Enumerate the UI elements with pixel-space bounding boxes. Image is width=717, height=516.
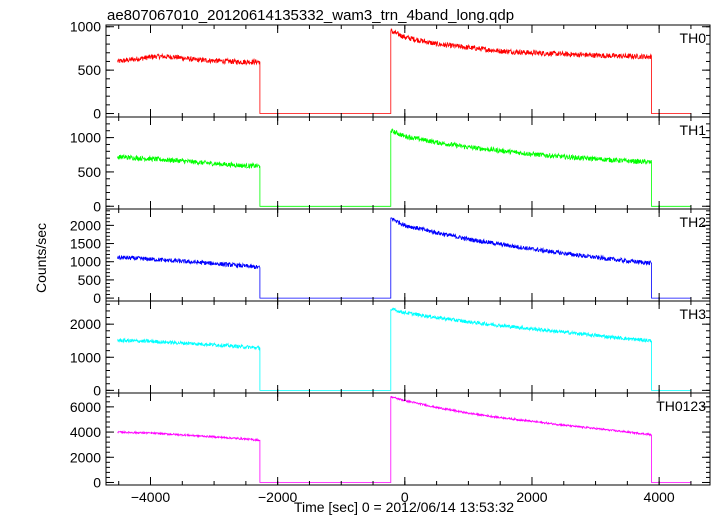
panel-label: TH1 <box>680 122 707 138</box>
panels: 0 500 1000 TH0 0 500 1000 TH1 0 500 1000 1500 2000 TH… <box>70 19 711 490</box>
y-axis-label: Counts/sec <box>33 223 49 293</box>
panel-label: TH0 <box>680 30 707 46</box>
x-tick-labels: −4000 −2000 0 2000 4000 <box>131 489 675 505</box>
panel-th1: 0 500 1000 TH1 <box>70 116 711 214</box>
panel-th0: 0 500 1000 TH0 <box>70 19 711 122</box>
x-tick-label: −4000 <box>131 489 171 505</box>
y-tick-label: 0 <box>93 382 101 398</box>
x-tick-label: 0 <box>401 489 409 505</box>
panel-th2: 0 500 1000 1500 2000 TH2 <box>70 208 711 306</box>
panel-th3: 0 1000 2000 TH3 <box>70 300 711 398</box>
series-th2 <box>117 217 691 299</box>
y-tick-label: 2000 <box>70 449 101 465</box>
y-tick-label: 500 <box>78 272 102 288</box>
panel-label: TH2 <box>680 214 707 230</box>
y-tick-label: 1000 <box>70 130 101 146</box>
series-th3 <box>117 307 691 391</box>
y-tick-label: 1000 <box>70 349 101 365</box>
panel-label: TH3 <box>680 306 707 322</box>
y-tick-label: 4000 <box>70 424 101 440</box>
y-tick-label: 0 <box>93 290 101 306</box>
y-tick-label: 1000 <box>70 19 101 35</box>
x-tick-label: 2000 <box>516 489 547 505</box>
panel-frame <box>105 116 711 210</box>
y-tick-label: 2000 <box>70 316 101 332</box>
y-tick-label: 0 <box>93 474 101 490</box>
series-th0123 <box>117 395 691 483</box>
panel-label: TH0123 <box>656 398 706 414</box>
panel-frame <box>105 392 711 486</box>
series-th0 <box>117 27 691 114</box>
chart-title: ae807067010_20120614135332_wam3_trn_4ban… <box>107 7 514 24</box>
y-tick-label: 2000 <box>70 217 101 233</box>
y-tick-label: 500 <box>78 62 102 78</box>
panel-frame <box>105 24 711 118</box>
y-tick-label: 0 <box>93 198 101 214</box>
x-axis-label: Time [sec] 0 = 2012/06/14 13:53:32 <box>294 499 514 515</box>
y-tick-label: 1000 <box>70 254 101 270</box>
x-tick-label: 4000 <box>644 489 675 505</box>
panel-frame <box>105 300 711 394</box>
panel-frame <box>105 208 711 302</box>
x-tick-label: −2000 <box>258 489 298 505</box>
y-tick-label: 1500 <box>70 236 101 252</box>
y-tick-label: 0 <box>93 106 101 122</box>
y-tick-label: 6000 <box>70 399 101 415</box>
y-tick-label: 500 <box>78 164 102 180</box>
series-th1 <box>117 128 691 207</box>
panel-th0123: 0 2000 4000 6000 TH0123 <box>70 392 711 490</box>
